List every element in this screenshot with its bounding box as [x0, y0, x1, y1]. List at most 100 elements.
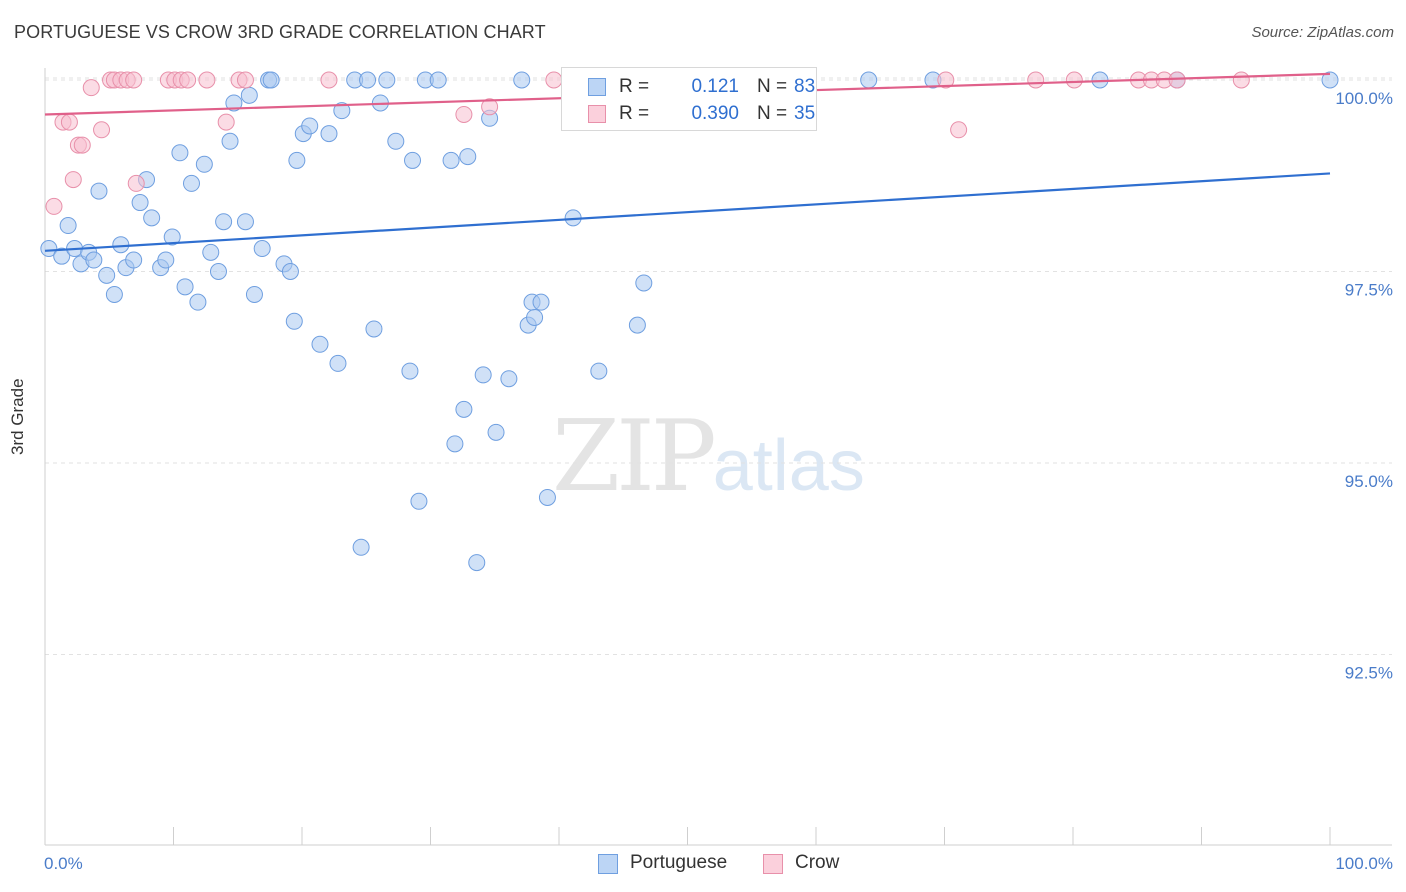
x-tick-label: 100.0%: [1335, 854, 1393, 873]
legend-swatch-crow: [588, 105, 606, 123]
bottom-legend-swatch-crow: [763, 854, 783, 874]
point-portuguese: [125, 251, 143, 269]
point-portuguese: [131, 194, 149, 212]
point-portuguese: [53, 247, 71, 265]
y-tick-label: 97.5%: [1345, 281, 1393, 300]
legend-swatch-portuguese: [588, 78, 606, 96]
point-portuguese: [628, 316, 646, 334]
point-portuguese: [301, 117, 319, 135]
point-crow: [1232, 71, 1250, 89]
trend-line-portuguese: [44, 172, 1331, 252]
point-portuguese: [209, 263, 227, 280]
point-crow: [937, 71, 955, 89]
point-crow: [60, 113, 78, 131]
point-crow: [125, 71, 143, 89]
point-crow: [481, 98, 499, 116]
point-crow: [545, 71, 563, 89]
point-crow: [455, 105, 473, 123]
point-portuguese: [378, 71, 396, 89]
point-portuguese: [860, 71, 878, 89]
legend-n-label: N =: [757, 76, 788, 97]
point-portuguese: [455, 400, 473, 418]
watermark-atlas: atlas: [712, 426, 865, 506]
point-portuguese: [333, 102, 351, 120]
point-crow: [93, 121, 111, 139]
y-tick-label: 95.0%: [1345, 472, 1393, 491]
point-crow: [198, 71, 216, 89]
chart-title: PORTUGUESE VS CROW 3RD GRADE CORRELATION…: [14, 22, 546, 42]
point-portuguese: [59, 217, 77, 235]
point-crow: [320, 71, 338, 89]
point-portuguese: [538, 488, 556, 506]
legend-n-value: 83: [794, 76, 816, 97]
point-portuguese: [500, 370, 518, 388]
point-portuguese: [143, 209, 161, 227]
point-portuguese: [215, 213, 233, 231]
point-portuguese: [387, 132, 405, 150]
legend-r-value: 0.121: [691, 76, 739, 97]
point-portuguese: [1321, 71, 1339, 89]
point-crow: [179, 71, 197, 89]
y-tick-label: 100.0%: [1335, 89, 1393, 108]
point-portuguese: [195, 155, 213, 173]
point-crow: [1027, 71, 1045, 89]
point-portuguese: [513, 71, 531, 89]
point-portuguese: [590, 362, 608, 380]
point-portuguese: [40, 240, 58, 258]
legend-n-value: 35: [794, 103, 816, 124]
point-portuguese: [225, 94, 243, 112]
point-crow: [1168, 71, 1186, 89]
point-portuguese: [85, 251, 103, 269]
point-portuguese: [182, 174, 200, 192]
zipatlas-watermark: ZIPatlas: [552, 400, 865, 514]
point-portuguese: [442, 151, 460, 169]
point-portuguese: [285, 312, 303, 330]
y-tick-label: 92.5%: [1345, 664, 1393, 683]
point-portuguese: [157, 251, 175, 269]
legend-r-label: R =: [619, 76, 650, 97]
point-portuguese: [105, 285, 123, 303]
point-portuguese: [90, 182, 108, 200]
point-crow: [73, 136, 91, 154]
bottom-legend-swatch-portuguese: [598, 854, 618, 874]
point-crow: [217, 113, 235, 131]
point-portuguese: [253, 240, 271, 258]
point-portuguese: [429, 71, 447, 89]
point-portuguese: [236, 213, 254, 231]
point-crow: [64, 171, 82, 189]
point-portuguese: [163, 228, 181, 246]
bottom-legend-label-portuguese: Portuguese: [630, 852, 728, 873]
point-portuguese: [446, 435, 464, 453]
point-portuguese: [487, 423, 505, 441]
point-portuguese: [329, 354, 347, 372]
point-portuguese: [404, 151, 422, 169]
x-tick-label: 0.0%: [44, 854, 83, 873]
point-portuguese: [401, 362, 419, 380]
correlation-legend: R = 0.121 N = 83 R = 0.390 N = 35: [561, 67, 817, 131]
point-crow: [127, 174, 145, 192]
point-portuguese: [281, 263, 299, 280]
point-portuguese: [171, 144, 189, 162]
point-portuguese: [311, 335, 329, 353]
point-crow: [82, 79, 100, 97]
point-portuguese: [245, 285, 263, 303]
point-portuguese: [112, 236, 130, 254]
point-portuguese: [359, 71, 377, 89]
legend-r-label: R =: [619, 103, 650, 124]
point-crow: [45, 197, 63, 215]
point-portuguese: [320, 125, 338, 143]
point-portuguese: [176, 278, 194, 296]
point-portuguese: [189, 293, 207, 311]
point-portuguese: [468, 554, 486, 572]
point-portuguese: [459, 148, 477, 166]
point-portuguese: [262, 71, 280, 89]
point-portuguese: [635, 274, 653, 292]
point-portuguese: [240, 86, 258, 104]
point-portuguese: [365, 320, 383, 338]
y-axis-label: 3rd Grade: [8, 378, 27, 455]
watermark-zip: ZIP: [552, 400, 717, 514]
legend-r-value: 0.390: [691, 103, 739, 124]
point-portuguese: [221, 132, 239, 150]
point-portuguese: [474, 366, 492, 384]
